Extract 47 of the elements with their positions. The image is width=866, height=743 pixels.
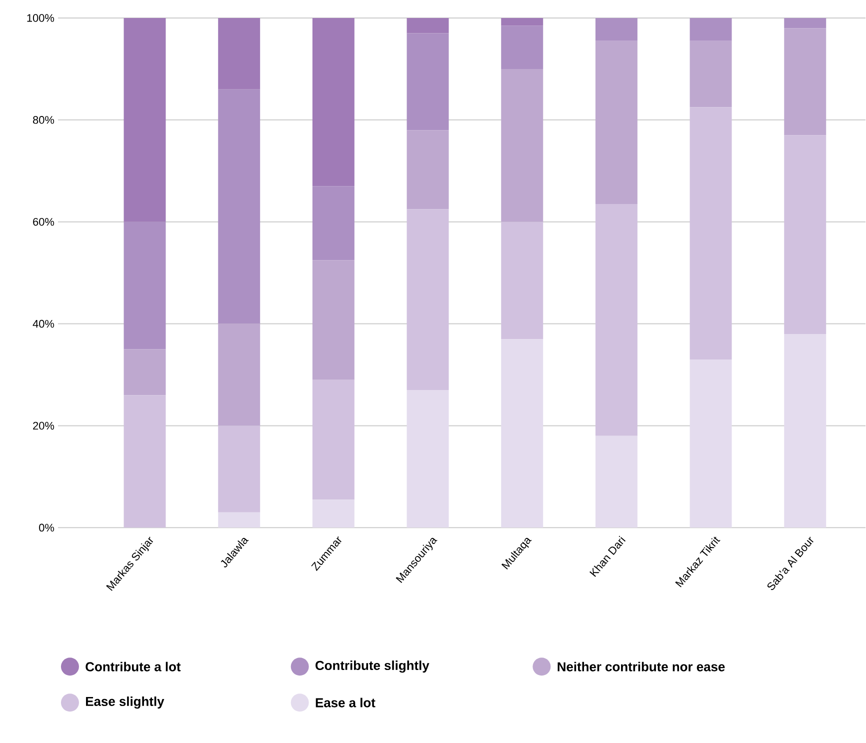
bar xyxy=(406,130,449,210)
bar xyxy=(218,426,260,513)
bar xyxy=(690,107,732,360)
bar xyxy=(501,222,544,340)
bar xyxy=(595,41,638,204)
bar xyxy=(312,380,354,500)
bar xyxy=(690,360,732,528)
bar xyxy=(784,135,826,334)
bar xyxy=(501,26,544,70)
bar xyxy=(784,18,826,28)
bar xyxy=(312,186,354,260)
bar xyxy=(124,350,166,396)
bar xyxy=(218,18,260,90)
bar xyxy=(218,90,260,324)
bar xyxy=(595,18,638,42)
bar xyxy=(406,390,449,528)
bar xyxy=(312,260,354,380)
bar xyxy=(218,324,260,426)
bar xyxy=(312,500,354,528)
legend-label: Ease slightly xyxy=(86,696,164,709)
bar xyxy=(406,33,449,130)
y-tick-label: 40% xyxy=(32,320,54,328)
legend-label: Neither contribute nor ease xyxy=(558,662,725,672)
y-tick-label: 100% xyxy=(27,14,54,22)
bar xyxy=(218,512,260,528)
bar xyxy=(312,18,354,186)
bar xyxy=(595,204,638,436)
y-tick-label: 20% xyxy=(33,422,54,430)
bar xyxy=(690,41,732,108)
bar xyxy=(595,436,638,528)
bar xyxy=(406,18,449,34)
bar xyxy=(124,222,166,350)
y-tick-label: 0% xyxy=(39,524,54,532)
bar xyxy=(784,28,826,136)
y-tick-label: 80% xyxy=(33,116,54,124)
bar xyxy=(501,339,544,528)
bar xyxy=(501,18,544,26)
bar xyxy=(124,395,166,528)
bar xyxy=(690,18,732,42)
legend-label: Ease a lot xyxy=(316,698,376,708)
legend-label: Contribute a lot xyxy=(86,662,181,672)
bar xyxy=(501,69,544,222)
bar xyxy=(124,18,166,222)
legend-label: Contribute slightly xyxy=(316,660,430,673)
y-tick-label: 60% xyxy=(33,218,54,226)
bar xyxy=(784,334,826,528)
bar xyxy=(406,209,449,390)
